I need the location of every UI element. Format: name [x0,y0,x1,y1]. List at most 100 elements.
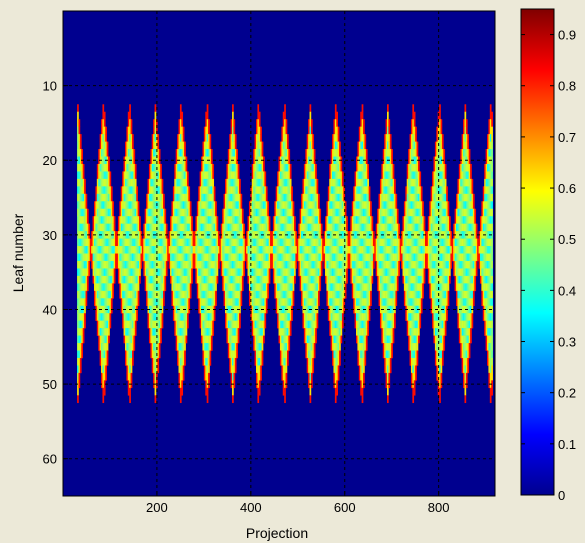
heatmap-cell [257,178,260,187]
heatmap-cell [334,328,337,336]
heatmap-cell [382,335,385,344]
heatmap-cell [178,253,181,262]
heatmap-cell [279,246,282,254]
heatmap-cell [381,328,384,336]
heatmap-cell [309,223,312,232]
heatmap-cell [151,343,154,351]
heatmap-cell [305,253,308,262]
heatmap-cell [230,335,233,344]
heatmap-cell [329,283,331,292]
heatmap-cell [325,275,327,284]
heatmap-cell [312,290,315,299]
heatmap-cell [106,290,109,299]
heatmap-cell [163,253,165,262]
heatmap-cell [177,343,179,351]
heatmap-cell [310,193,313,202]
heatmap-cell [78,171,81,180]
heatmap-cell [285,193,288,202]
heatmap-cell [301,246,303,254]
heatmap-cell [370,246,372,254]
heatmap-cell [158,290,161,299]
heatmap-cell [127,298,130,307]
heatmap-cell [317,223,320,232]
heatmap-cell [79,268,82,277]
heatmap-cell [246,260,248,269]
heatmap-cell [103,387,106,396]
heatmap-cell [337,298,340,307]
heatmap-cell [103,313,106,321]
heatmap-cell [153,343,155,351]
heatmap-cell [360,387,362,396]
heatmap-cell [289,305,292,314]
heatmap-cell [229,186,231,195]
heatmap-cell [144,283,147,292]
heatmap-cell [206,104,209,113]
heatmap-cell [117,268,120,277]
heatmap-cell [225,268,227,277]
heatmap-cell [327,275,330,284]
heatmap-cell [312,231,315,239]
heatmap-cell [330,268,333,277]
heatmap-cell [233,126,236,135]
heatmap-cell [337,283,340,292]
heatmap-cell [257,223,260,232]
heatmap-cell [257,283,260,292]
heatmap-cell [372,260,375,269]
heatmap-cell [363,335,365,344]
heatmap-cell [389,246,392,254]
heatmap-cell [79,365,82,374]
heatmap-cell [358,201,361,210]
heatmap-cell [253,305,255,314]
heatmap-cell [387,216,389,224]
heatmap-cell [103,163,106,172]
heatmap-cell [389,283,392,292]
heatmap-cell [110,268,113,277]
heatmap-cell [267,268,269,277]
heatmap-cell [368,186,371,195]
heatmap-cell [305,156,308,165]
heatmap-cell [170,260,172,269]
heatmap-cell [136,238,138,247]
heatmap-cell [236,149,238,157]
heatmap-cell [203,186,206,195]
heatmap-cell [222,231,224,239]
heatmap-cell [151,320,154,329]
heatmap-cell [79,313,82,321]
heatmap-cell [233,372,236,381]
heatmap-cell [151,178,154,187]
heatmap-cell [153,201,155,210]
heatmap-cell [255,313,258,321]
heatmap-cell [254,343,257,351]
heatmap-cell [108,223,110,232]
heatmap-cell [232,193,234,202]
heatmap-cell [154,163,157,172]
heatmap-cell [332,357,334,366]
heatmap-cell [82,163,85,172]
heatmap-cell [240,238,243,247]
heatmap-cell [133,193,136,202]
heatmap-cell [315,253,317,262]
heatmap-cell [174,305,176,314]
heatmap-cell [85,223,88,232]
heatmap-cell [388,134,391,142]
heatmap-cell [232,313,234,321]
heatmap-cell [310,246,313,254]
heatmap-cell [253,283,255,292]
heatmap-cell [124,201,127,210]
heatmap-cell [261,357,264,366]
heatmap-cell [285,328,288,336]
heatmap-cell [368,208,371,217]
heatmap-cell [227,231,230,239]
heatmap-cell [205,328,207,336]
heatmap-cell [308,298,310,307]
heatmap-cell [234,208,237,217]
heatmap-cell [215,260,217,269]
heatmap-cell [310,335,313,344]
heatmap-cell [398,246,400,254]
heatmap-cell [233,313,236,321]
heatmap-cell [129,357,131,366]
heatmap-cell [77,357,79,366]
heatmap-cell [308,119,310,127]
heatmap-cell [198,290,200,299]
heatmap-cell [357,320,360,329]
